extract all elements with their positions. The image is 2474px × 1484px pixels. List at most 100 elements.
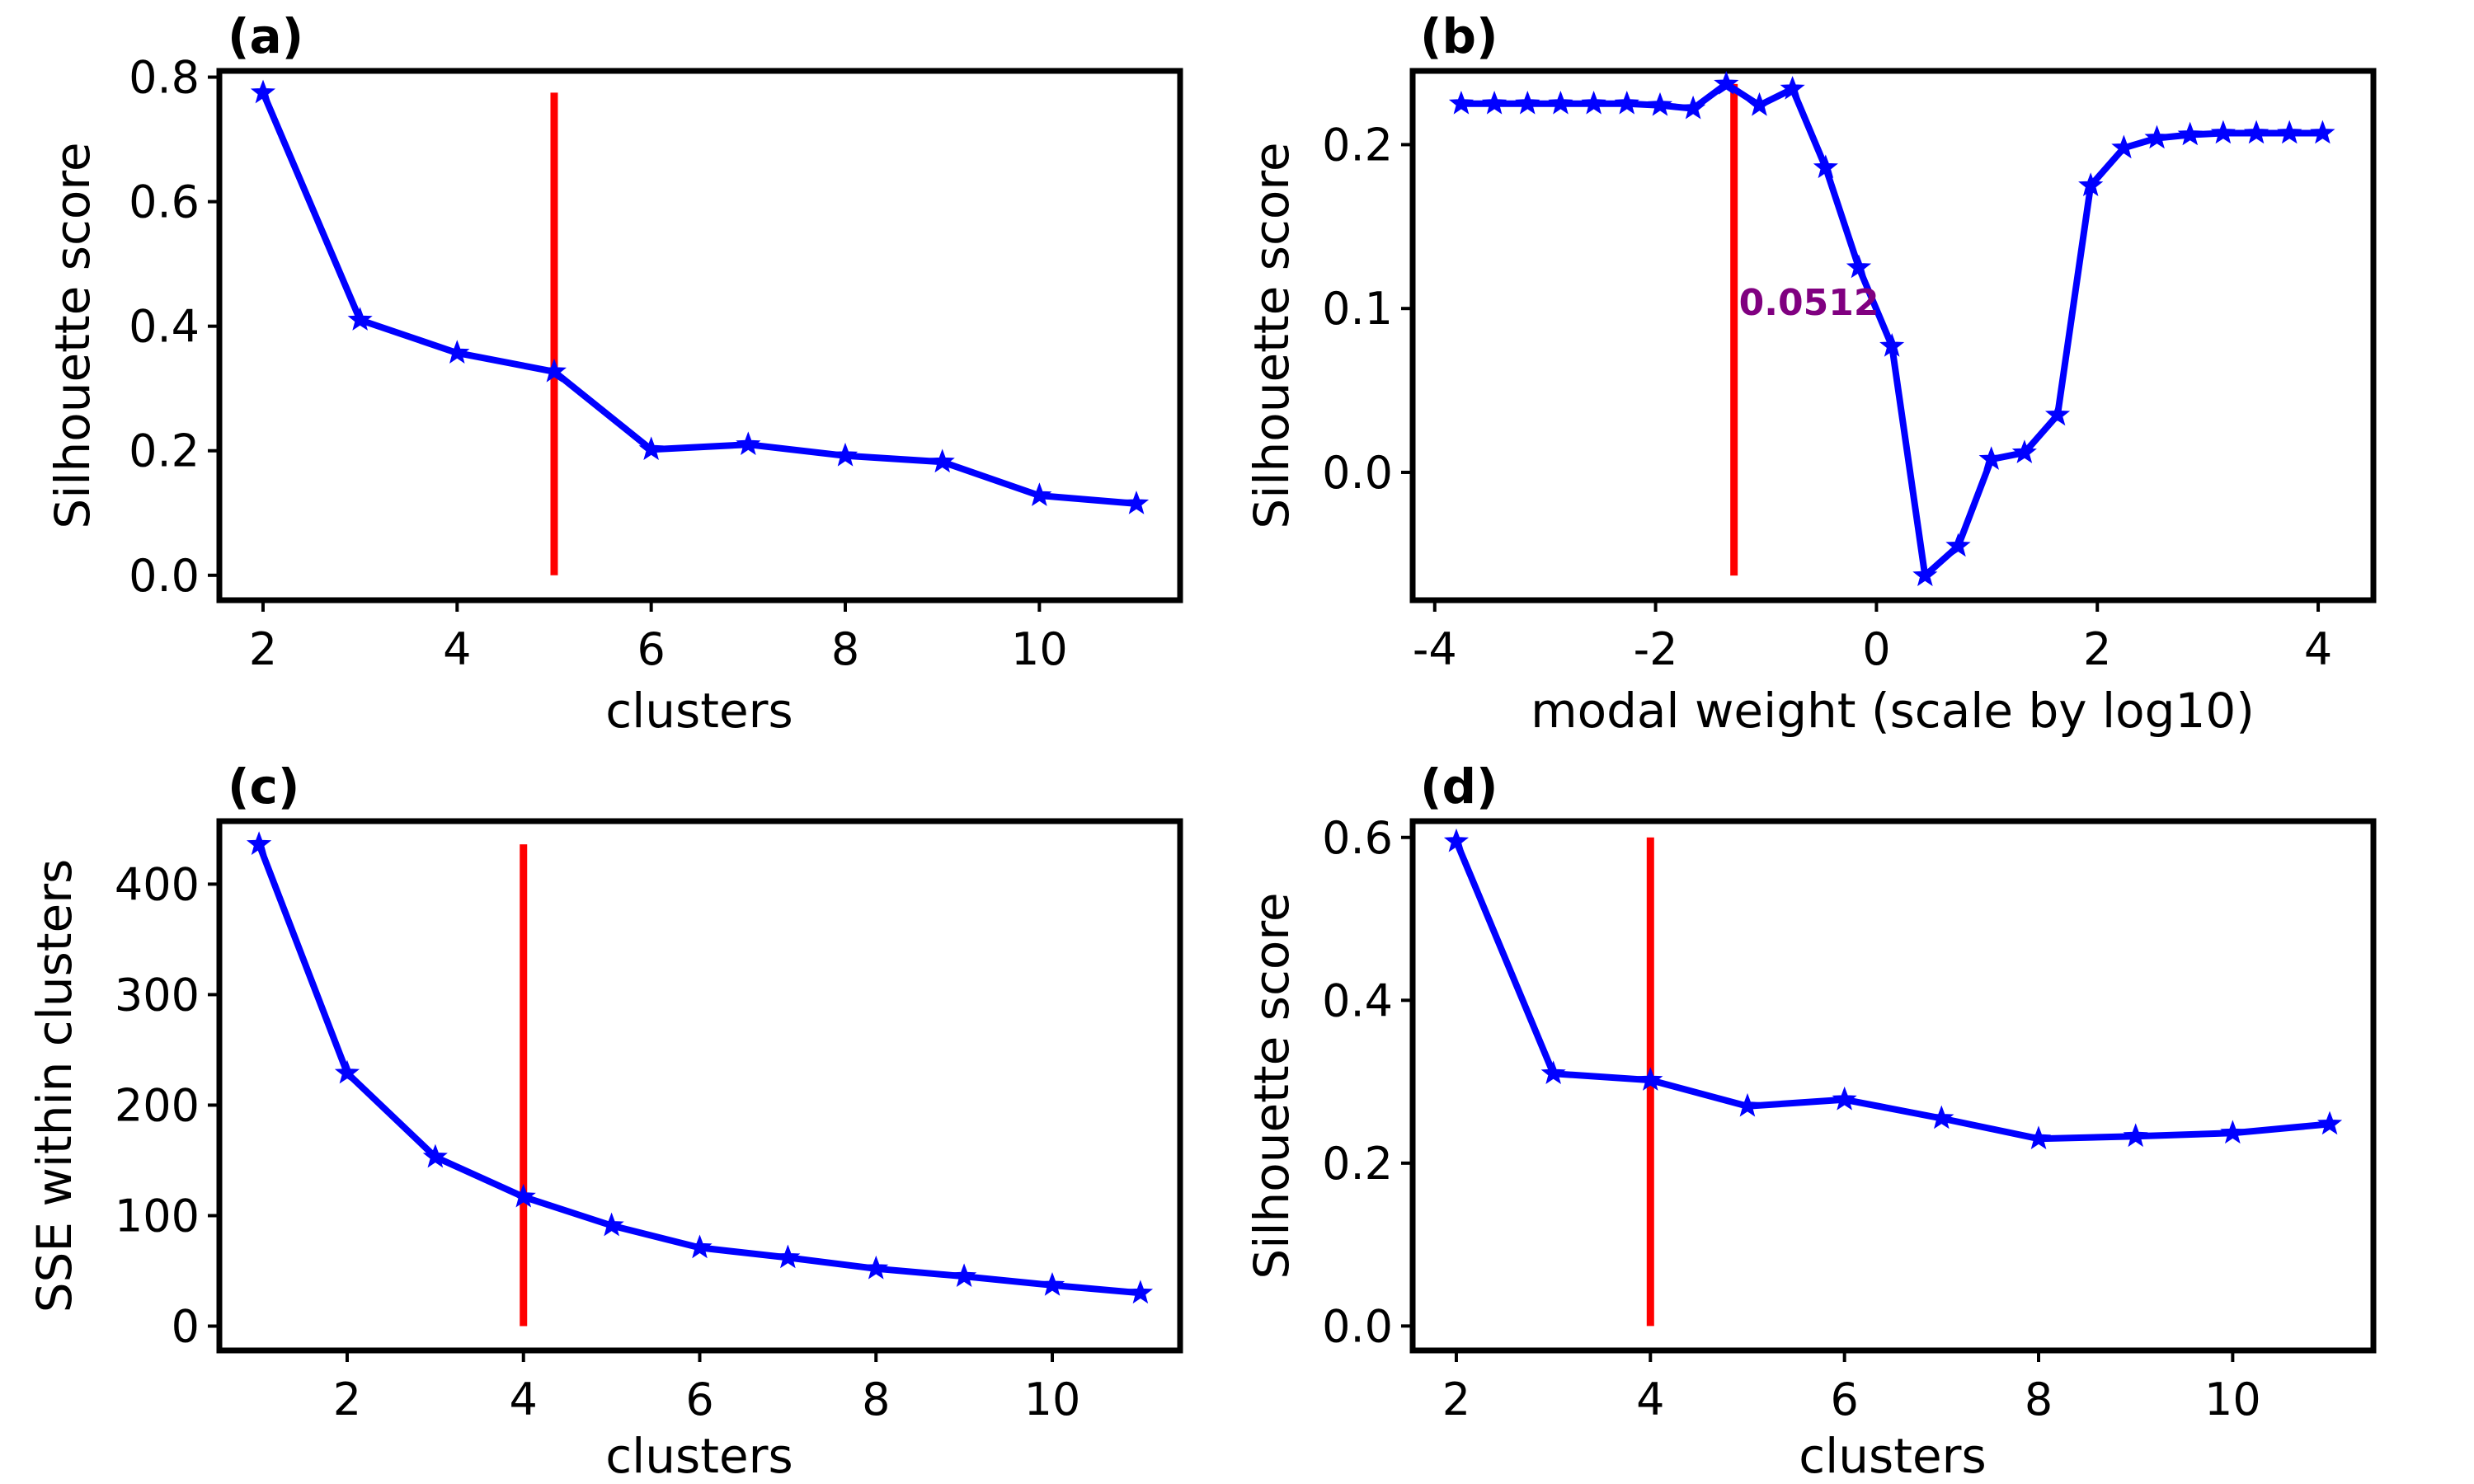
x-tick-label: 4: [1636, 1374, 1664, 1425]
x-tick-label: 6: [1830, 1374, 1858, 1425]
data-point-marker: [2026, 1125, 2052, 1149]
data-point-marker: [1127, 1280, 1154, 1304]
x-tick-label: 0: [1862, 623, 1890, 675]
x-tick-label: -4: [1413, 623, 1457, 675]
y-tick-label: 0.6: [129, 176, 200, 228]
x-tick-label: 6: [685, 1374, 713, 1425]
panel-d: 2 4 6 8 10 0.0 0.2 0.4 0.6 (d) clusters Silhoue…: [1244, 758, 2377, 1484]
data-point-marker: [1027, 482, 1052, 506]
data-point-marker: [1780, 76, 1805, 100]
data-point-marker: [1443, 828, 1470, 852]
data-point-marker: [599, 1212, 624, 1237]
data-point-marker: [1945, 533, 1971, 557]
y-tick-label: 200: [115, 1079, 200, 1131]
data-point-marker: [2045, 402, 2071, 426]
data-point-marker: [347, 307, 373, 331]
data-point-marker: [2310, 120, 2335, 144]
panel-label: (c): [228, 758, 299, 815]
data-point-marker: [1813, 154, 1838, 179]
data-point-marker: [2277, 120, 2302, 144]
y-axis-label: SSE within clusters: [26, 859, 82, 1313]
plot-frame: [1409, 818, 2377, 1354]
data-point-marker: [334, 1059, 360, 1084]
data-point-marker: [2316, 1111, 2343, 1135]
panel-a: 2 4 6 8 10 0.0 0.2 0.4 0.6 0.8 (a) clusters Silh…: [45, 8, 1183, 739]
panel-label: (a): [228, 8, 303, 64]
y-tick-label: 0.0: [129, 550, 200, 602]
data-point-marker: [1929, 1105, 1954, 1129]
panel-label: (d): [1420, 758, 1498, 815]
x-tick-label: 8: [831, 623, 859, 675]
data-point-marker: [2220, 1120, 2246, 1144]
y-tick-label: 0: [172, 1301, 200, 1353]
y-tick-label: 0.2: [1322, 1138, 1393, 1190]
x-tick-label: 10: [2204, 1374, 2261, 1425]
data-point-marker: [638, 436, 664, 460]
y-tick-label: 400: [115, 858, 200, 910]
x-tick-label: 10: [1024, 1374, 1081, 1425]
y-axis-label: Silhouette score: [1244, 142, 1300, 528]
data-point-marker: [1448, 90, 1475, 115]
x-tick-label: 2: [2083, 623, 2111, 675]
y-tick-label: 0.0: [1322, 1300, 1393, 1352]
data-point-marker: [250, 79, 276, 104]
data-point-marker: [1747, 92, 1772, 116]
data-point-marker: [775, 1244, 801, 1269]
data-point-marker: [929, 448, 955, 473]
data-point-marker: [1714, 71, 1739, 95]
data-point-marker: [1548, 90, 1573, 115]
data-point-marker: [1581, 90, 1606, 115]
data-point-marker: [1123, 491, 1150, 514]
data-point-marker: [444, 340, 470, 364]
y-tick-label: 0.4: [1322, 974, 1393, 1026]
series-line: [260, 91, 1137, 507]
x-tick-label: 10: [1011, 623, 1068, 675]
data-point-marker: [246, 831, 272, 856]
x-tick-label: 8: [2025, 1374, 2053, 1425]
data-point-marker: [2123, 1123, 2148, 1148]
x-tick-label: -2: [1634, 623, 1678, 675]
data-point-marker: [863, 1255, 889, 1280]
data-point-marker: [1540, 1060, 1566, 1085]
data-point-marker: [2078, 172, 2104, 197]
data-point-marker: [2011, 439, 2037, 463]
data-point-marker: [1614, 90, 1639, 115]
y-tick-label: 0.8: [129, 52, 200, 104]
data-point-marker: [1638, 1067, 1663, 1091]
y-tick-label: 0.0: [1322, 447, 1393, 499]
data-point-marker: [2144, 124, 2170, 149]
data-point-marker: [687, 1234, 713, 1259]
data-point-marker: [422, 1144, 448, 1168]
data-point-marker: [1515, 90, 1540, 115]
series-line: [1453, 840, 2331, 1143]
x-tick-label: 2: [1442, 1374, 1470, 1425]
x-tick-label: 4: [510, 1374, 538, 1425]
y-tick-label: 0.6: [1322, 812, 1393, 864]
x-tick-label: 4: [443, 623, 471, 675]
x-axis-label: clusters: [605, 683, 793, 739]
data-point-marker: [736, 431, 761, 456]
x-tick-label: 6: [637, 623, 665, 675]
data-point-marker: [1681, 95, 1706, 120]
panel-b: -4 -2 0 2 4 0.0 0.1 0.2 0.0512 (b) modal weigh…: [1244, 8, 2377, 739]
data-point-marker: [1481, 90, 1507, 115]
x-axis-label: modal weight (scale by log10): [1531, 683, 2255, 739]
x-tick-label: 2: [249, 623, 277, 675]
data-point-marker: [2177, 121, 2203, 146]
x-axis-label: clusters: [605, 1428, 793, 1484]
panel-c: 2 4 6 8 10 0 100 200 300 400 (c) clusters SSE wi…: [26, 758, 1183, 1484]
data-point-marker: [952, 1263, 977, 1287]
y-tick-label: 0.4: [129, 301, 200, 353]
series-line: [256, 843, 1141, 1297]
y-tick-label: 300: [115, 969, 200, 1021]
x-tick-label: 2: [333, 1374, 361, 1425]
plot-frame: [216, 68, 1183, 603]
data-point-marker: [1978, 446, 2004, 470]
data-point-marker: [1879, 333, 1905, 357]
data-point-marker: [1832, 1086, 1857, 1111]
series-line: [1460, 80, 2323, 580]
y-axis-label: Silhouette score: [1244, 892, 1300, 1279]
data-point-marker: [2210, 120, 2236, 144]
data-point-marker: [2111, 134, 2137, 159]
data-point-marker: [1734, 1092, 1760, 1117]
